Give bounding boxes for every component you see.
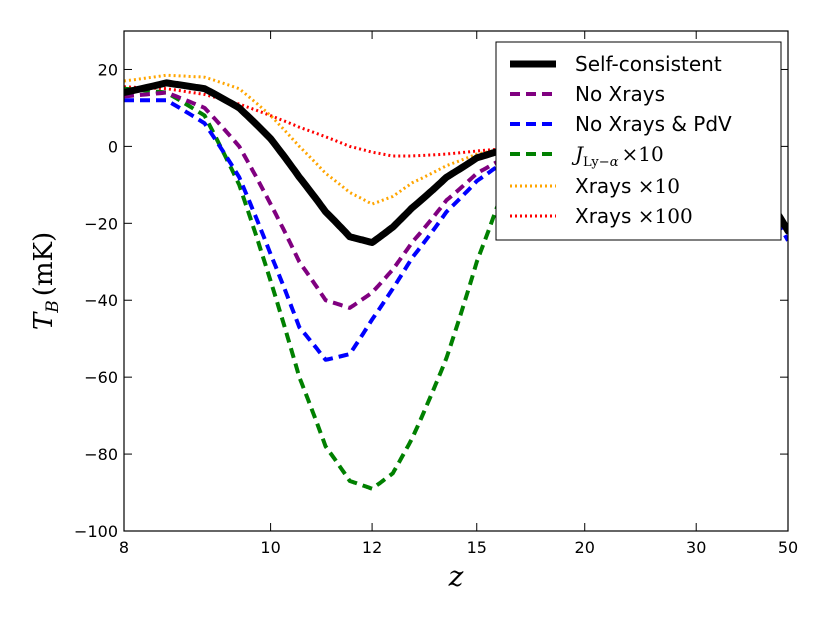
x-axis-label: z [448, 560, 464, 593]
y-tick-label-5: 0 [108, 137, 118, 156]
y-tick-label-0: −100 [74, 522, 118, 541]
legend-entry-no-xrays-pdv: No Xrays & PdV [575, 112, 732, 136]
legend-box [495, 41, 782, 241]
y-tick-label-6: 20 [98, 60, 118, 79]
y-tick-label-4: −20 [84, 214, 118, 233]
y-axis-label: TB (mK) [29, 232, 63, 330]
y-tick-label-1: −80 [84, 445, 118, 464]
x-tick-label-30: 30 [686, 538, 706, 557]
legend-entry-xrays-x10: Xrays ×10 [575, 174, 680, 198]
series-line-no-xrays-pdv [124, 98, 788, 362]
y-axis-subscript: B [43, 300, 63, 314]
legend-entry-self-consistent: Self-consistent [575, 52, 722, 76]
y-axis-symbol: T [29, 311, 59, 330]
x-tick-label-15: 15 [467, 538, 487, 557]
x-tick-label-8: 8 [119, 538, 129, 557]
legend-entry-jlya-x10: JLy−α ×10 [571, 142, 664, 170]
y-axis-unit: (mK) [29, 232, 59, 296]
x-tick-label-50: 50 [778, 538, 798, 557]
y-tick-label-3: −40 [84, 291, 118, 310]
x-tick-label-10: 10 [260, 538, 280, 557]
x-tick-label-12: 12 [362, 538, 382, 557]
plot-frame [123, 30, 789, 532]
series-line-xrays-100 [124, 85, 788, 232]
x-tick-label-20: 20 [575, 538, 595, 557]
legend-handles [510, 60, 556, 218]
ticks-layer: 8 10 12 15 20 30 50 −100 −80 −60 −40 −20 0 20 [74, 31, 798, 557]
legend-entry-no-xrays: No Xrays [575, 82, 665, 106]
legend: Self-consistent No Xrays No Xrays & PdV … [495, 41, 782, 241]
y-tick-label-2: −60 [84, 368, 118, 387]
legend-entry-xrays-x100: Xrays ×100 [575, 204, 693, 228]
